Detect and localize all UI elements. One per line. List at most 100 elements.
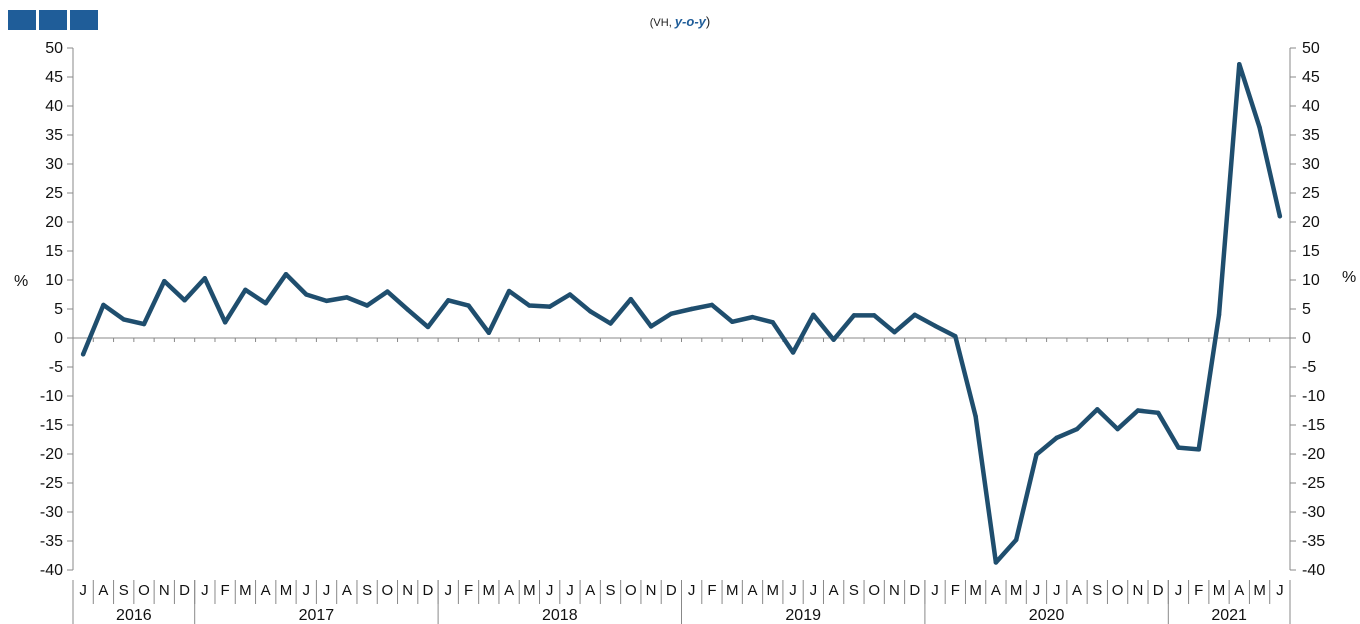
month-label: S bbox=[119, 582, 129, 599]
month-label: M bbox=[767, 582, 780, 599]
month-label: A bbox=[342, 582, 352, 599]
data-point bbox=[222, 320, 228, 325]
data-point bbox=[871, 313, 877, 318]
month-label: J bbox=[688, 582, 696, 599]
y-tick-label-left: 10 bbox=[45, 272, 63, 289]
y-tick-label-right: 0 bbox=[1302, 330, 1311, 347]
data-point bbox=[1216, 312, 1222, 317]
month-label: D bbox=[179, 582, 190, 599]
month-label: F bbox=[221, 582, 230, 599]
data-point bbox=[1034, 452, 1039, 457]
data-point bbox=[101, 302, 106, 308]
month-label: J bbox=[566, 582, 574, 599]
month-label: J bbox=[201, 582, 209, 599]
month-label: D bbox=[423, 582, 434, 599]
data-point bbox=[425, 324, 431, 330]
data-point bbox=[243, 287, 248, 293]
data-point bbox=[80, 352, 86, 357]
month-label: D bbox=[909, 582, 920, 599]
month-label: F bbox=[464, 582, 473, 599]
month-label: M bbox=[523, 582, 536, 599]
y-tick-label-left: -10 bbox=[40, 388, 63, 405]
data-point bbox=[608, 321, 613, 326]
data-point bbox=[141, 321, 147, 327]
month-label: J bbox=[931, 582, 939, 599]
data-point bbox=[628, 296, 633, 302]
month-label: M bbox=[280, 582, 293, 599]
data-point bbox=[283, 272, 289, 277]
data-point bbox=[1135, 408, 1141, 413]
year-label: 2020 bbox=[1029, 607, 1065, 624]
month-label: D bbox=[666, 582, 677, 599]
data-point bbox=[993, 560, 999, 565]
series-line bbox=[80, 61, 1283, 565]
y-tick-label-left: 40 bbox=[45, 98, 63, 115]
month-label: J bbox=[1175, 582, 1183, 599]
month-label: M bbox=[969, 582, 982, 599]
data-point bbox=[344, 295, 350, 300]
y-tick-label-right: -40 bbox=[1302, 562, 1325, 579]
y-tick-label-left: -40 bbox=[40, 562, 63, 579]
y-tick-label-right: 25 bbox=[1302, 185, 1320, 202]
month-label: J bbox=[546, 582, 554, 599]
month-label: A bbox=[747, 582, 757, 599]
data-point bbox=[182, 298, 187, 303]
data-point bbox=[851, 313, 857, 318]
y-tick-label-right: 10 bbox=[1302, 272, 1320, 289]
data-point bbox=[121, 317, 126, 322]
month-label: A bbox=[585, 582, 595, 599]
month-label: A bbox=[504, 582, 514, 599]
data-point bbox=[750, 314, 755, 320]
data-point bbox=[405, 307, 410, 312]
data-point bbox=[1115, 426, 1120, 432]
data-point bbox=[1074, 426, 1080, 432]
y-tick-label-left: -15 bbox=[40, 417, 63, 434]
y-tick-label-right: -30 bbox=[1302, 504, 1325, 521]
data-point bbox=[1155, 410, 1161, 416]
month-label: N bbox=[646, 582, 657, 599]
data-point bbox=[588, 309, 593, 314]
y-tick-label-right: -20 bbox=[1302, 446, 1325, 463]
data-point bbox=[811, 312, 816, 317]
subtitle-prefix: (VH, bbox=[649, 17, 675, 29]
month-label: A bbox=[261, 582, 271, 599]
month-label: F bbox=[951, 582, 960, 599]
month-label: J bbox=[303, 582, 311, 599]
y-tick-label-left: 45 bbox=[45, 69, 63, 86]
data-point bbox=[1095, 407, 1100, 412]
y-tick-label-right: 35 bbox=[1302, 127, 1320, 144]
month-label: J bbox=[1276, 582, 1284, 599]
year-label: 2016 bbox=[116, 607, 152, 624]
month-label: O bbox=[1112, 582, 1124, 599]
data-point bbox=[202, 276, 208, 281]
month-label: J bbox=[1053, 582, 1061, 599]
logo-block bbox=[8, 10, 36, 30]
y-tick-label-left: 0 bbox=[54, 330, 63, 347]
data-point bbox=[162, 278, 167, 284]
y-tick-label-right: 20 bbox=[1302, 214, 1320, 231]
data-point bbox=[953, 334, 958, 339]
y-axis-label-right: % bbox=[1342, 269, 1356, 286]
subtitle-emphasis: y-o-y bbox=[674, 14, 706, 29]
month-label: M bbox=[726, 582, 739, 599]
month-label: A bbox=[1234, 582, 1244, 599]
data-point bbox=[1013, 537, 1019, 543]
y-tick-label-left: 25 bbox=[45, 185, 63, 202]
month-label: N bbox=[889, 582, 900, 599]
month-label: O bbox=[382, 582, 394, 599]
data-point bbox=[648, 324, 654, 329]
y-tick-label-right: -35 bbox=[1302, 533, 1325, 550]
y-tick-label-right: 40 bbox=[1302, 98, 1320, 115]
month-label: J bbox=[789, 582, 797, 599]
logo-block bbox=[39, 10, 67, 30]
month-label: O bbox=[625, 582, 637, 599]
month-label: D bbox=[1153, 582, 1164, 599]
y-tick-label-right: 45 bbox=[1302, 69, 1320, 86]
month-label: S bbox=[849, 582, 859, 599]
chart-axes bbox=[67, 47, 1296, 624]
data-point bbox=[567, 292, 573, 297]
chart-subtitle: (VH, y-o-y) bbox=[0, 14, 1360, 29]
month-label: A bbox=[829, 582, 839, 599]
month-label: J bbox=[323, 582, 331, 599]
